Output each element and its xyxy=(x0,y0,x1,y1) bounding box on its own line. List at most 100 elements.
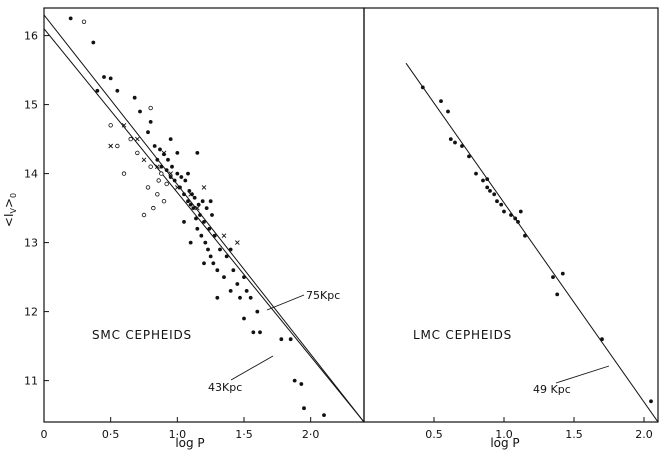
smc-point-open-12 xyxy=(164,181,169,187)
smc-point-filled-42 xyxy=(208,254,213,259)
smc-point-filled-62 xyxy=(288,337,293,342)
lmc-point-filled-25 xyxy=(485,177,490,182)
smc-point-open-7 xyxy=(145,185,151,190)
smc-point-filled-72 xyxy=(168,137,173,142)
smc-point-filled-18 xyxy=(170,164,174,169)
smc-point-filled-60 xyxy=(242,316,246,321)
smc-y-tick-label-1: 12 xyxy=(24,306,38,319)
lmc-point-filled-13 xyxy=(499,202,504,207)
smc-fit-line-0 xyxy=(44,14,364,422)
smc-point-open-3 xyxy=(121,171,127,176)
smc-point-filled-20 xyxy=(175,171,180,176)
smc-point-filled-59 xyxy=(258,330,262,335)
smc-point-filled-26 xyxy=(187,188,192,193)
smc-point-filled-7 xyxy=(138,109,142,114)
smc-point-open-10 xyxy=(159,171,164,176)
smc-point-cross-10 xyxy=(235,240,240,245)
smc-point-filled-17 xyxy=(168,175,173,179)
line-label-49kpc: 49 Kpc xyxy=(533,383,571,396)
smc-fit-line-1 xyxy=(44,28,364,422)
lmc-fit-lines xyxy=(405,62,658,422)
smc-point-cross-8 xyxy=(201,185,207,190)
smc-point-open-9 xyxy=(155,192,160,197)
smc-point-filled-34 xyxy=(198,213,202,217)
lmc-point-filled-5 xyxy=(460,144,464,148)
smc-point-filled-1 xyxy=(91,40,96,45)
smc-point-filled-22 xyxy=(179,175,184,179)
smc-point-filled-12 xyxy=(158,147,162,152)
smc-point-cross-7 xyxy=(195,205,200,211)
smc-point-filled-29 xyxy=(191,206,196,211)
smc-point-open-2 xyxy=(115,143,120,149)
lmc-x-ticks: 0.5 1.0 1.5 2.0 xyxy=(425,417,653,441)
smc-point-filled-23 xyxy=(182,192,186,197)
leader-43kpc xyxy=(230,355,274,381)
smc-point-filled-2 xyxy=(95,88,100,93)
smc-x-tick-label-2: 1·0 xyxy=(169,428,187,441)
smc-point-filled-73 xyxy=(175,151,180,155)
smc-point-filled-61 xyxy=(279,337,284,342)
lmc-point-filled-12 xyxy=(495,199,499,204)
smc-point-filled-58 xyxy=(255,309,260,314)
smc-point-cross-2 xyxy=(135,136,140,142)
smc-point-open-8 xyxy=(151,205,156,211)
smc-point-cross-4 xyxy=(161,150,167,156)
smc-point-cross-1 xyxy=(121,122,127,128)
lmc-point-filled-21 xyxy=(555,292,560,297)
smc-x-tick-label-1: 0·5 xyxy=(102,428,120,441)
smc-point-filled-9 xyxy=(148,119,153,124)
lmc-point-filled-23 xyxy=(600,337,604,342)
smc-point-filled-63 xyxy=(292,378,297,383)
smc-point-cross-6 xyxy=(188,191,193,197)
lmc-plot-frame xyxy=(363,7,659,423)
line-label-75kpc: 75Kpc xyxy=(306,289,340,302)
smc-point-filled-53 xyxy=(238,295,242,300)
smc-point-filled-69 xyxy=(188,240,193,245)
smc-point-filled-76 xyxy=(228,247,233,252)
smc-x-tick-label-4: 2·0 xyxy=(302,428,320,441)
smc-point-filled-15 xyxy=(164,168,169,173)
smc-point-filled-33 xyxy=(196,202,201,207)
smc-point-filled-41 xyxy=(207,226,212,231)
lmc-point-filled-3 xyxy=(448,137,453,142)
smc-point-filled-57 xyxy=(251,330,256,335)
line-label-43kpc: 43Kpc xyxy=(208,381,242,394)
lmc-fit-line-0 xyxy=(405,62,658,422)
smc-point-filled-0 xyxy=(68,16,73,21)
smc-point-filled-36 xyxy=(200,199,205,204)
smc-point-filled-31 xyxy=(194,216,198,221)
smc-x-tick-label-3: 1·5 xyxy=(235,428,253,441)
smc-point-filled-65 xyxy=(302,406,306,411)
smc-point-filled-3 xyxy=(102,75,106,79)
smc-point-filled-39 xyxy=(204,206,209,211)
smc-point-filled-37 xyxy=(202,220,206,224)
lmc-x-tick-label-3: 2.0 xyxy=(635,428,653,441)
smc-point-filled-75 xyxy=(208,199,213,204)
lmc-point-filled-19 xyxy=(523,233,527,238)
lmc-point-filled-16 xyxy=(513,216,518,221)
lmc-x-tick-label-0: 0.5 xyxy=(425,428,443,441)
smc-point-cross-3 xyxy=(155,164,160,170)
lmc-point-filled-18 xyxy=(518,209,523,214)
smc-point-open-0 xyxy=(81,19,87,24)
lmc-point-filled-10 xyxy=(488,188,492,193)
smc-point-filled-64 xyxy=(299,382,304,386)
smc-point-cross-11 xyxy=(141,157,147,163)
lmc-point-filled-22 xyxy=(560,271,565,276)
leader-49kpc xyxy=(555,365,610,384)
smc-point-open-13 xyxy=(148,105,153,111)
smc-y-tick-label-0: 11 xyxy=(24,375,38,388)
smc-x-axis-label: log P xyxy=(175,436,204,450)
smc-point-filled-47 xyxy=(218,247,222,252)
smc-point-filled-68 xyxy=(202,261,206,266)
lmc-point-filled-15 xyxy=(509,213,513,217)
smc-point-open-1 xyxy=(108,123,113,128)
lmc-panel: 0.5 1.0 1.5 2.0 LMC CEPHEIDS log P 49 Kpc xyxy=(363,7,659,450)
smc-fit-lines xyxy=(44,14,364,422)
smc-point-filled-50 xyxy=(228,289,233,293)
smc-point-filled-40 xyxy=(206,247,210,252)
lmc-annotation: LMC CEPHEIDS xyxy=(413,328,512,342)
smc-point-cross-5 xyxy=(175,185,180,190)
smc-y-axis-label: <IV>0 xyxy=(2,193,18,227)
